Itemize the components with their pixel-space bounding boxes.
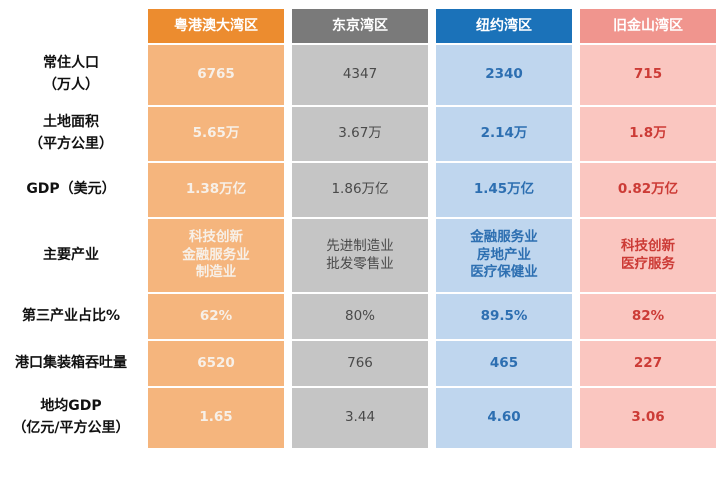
table-cell: 82% (580, 294, 716, 341)
table-cell: 科技创新 金融服务业 制造业 (148, 219, 284, 294)
table-cell: 6765 (148, 45, 284, 107)
table-cell: 80% (292, 294, 428, 341)
column-header-gba: 粤港澳大湾区 (148, 9, 284, 43)
table-cell: 227 (580, 341, 716, 388)
table-cell: 科技创新 医疗服务 (580, 219, 716, 294)
table-cell: 766 (292, 341, 428, 388)
row-label-gdp: GDP（美元） (2, 163, 140, 219)
table-corner (2, 4, 140, 45)
column-header-tokyo: 东京湾区 (292, 9, 428, 43)
row-label-gdp-per-area: 地均GDP （亿元/平方公里） (2, 388, 140, 450)
table-cell: 0.82万亿 (580, 163, 716, 219)
row-label-industries: 主要产业 (2, 219, 140, 294)
column-header-sf: 旧金山湾区 (580, 9, 716, 43)
table-cell: 465 (436, 341, 572, 388)
column-header-newyork: 纽约湾区 (436, 9, 572, 43)
table-cell: 1.86万亿 (292, 163, 428, 219)
table-cell: 1.38万亿 (148, 163, 284, 219)
table-cell: 金融服务业 房地产业 医疗保健业 (436, 219, 572, 294)
table-cell: 1.65 (148, 388, 284, 450)
table-cell: 6520 (148, 341, 284, 388)
table-cell: 2340 (436, 45, 572, 107)
table-cell: 62% (148, 294, 284, 341)
row-label-land-area: 土地面积 （平方公里） (2, 107, 140, 163)
table-cell: 5.65万 (148, 107, 284, 163)
table-cell: 先进制造业 批发零售业 (292, 219, 428, 294)
row-label-tertiary-share: 第三产业占比% (2, 294, 140, 341)
table-cell: 2.14万 (436, 107, 572, 163)
row-label-population: 常住人口 （万人） (2, 45, 140, 107)
table-cell: 89.5% (436, 294, 572, 341)
table-cell: 3.06 (580, 388, 716, 450)
table-cell: 3.44 (292, 388, 428, 450)
table-cell: 1.45万亿 (436, 163, 572, 219)
table-cell: 4347 (292, 45, 428, 107)
table-cell: 4.60 (436, 388, 572, 450)
table-cell: 1.8万 (580, 107, 716, 163)
row-label-port-throughput: 港口集装箱吞吐量 (2, 341, 140, 388)
table-cell: 715 (580, 45, 716, 107)
table-cell: 3.67万 (292, 107, 428, 163)
